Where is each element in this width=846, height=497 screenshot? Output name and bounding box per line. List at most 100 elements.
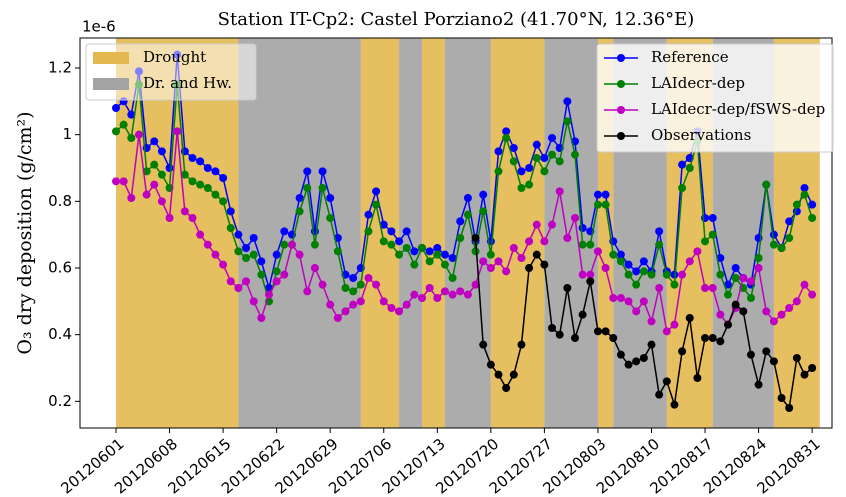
series-point	[540, 167, 549, 176]
span	[422, 38, 445, 428]
series-point	[540, 237, 549, 246]
series-point	[800, 190, 809, 199]
series-point	[769, 357, 778, 366]
series-point	[525, 237, 534, 246]
series-point	[242, 244, 251, 252]
series-point	[402, 300, 411, 309]
series-point	[777, 394, 786, 402]
series-point	[800, 370, 809, 379]
series-point	[762, 180, 771, 189]
series-point	[333, 247, 342, 256]
series-point	[494, 257, 503, 266]
series-point	[517, 254, 526, 262]
series-point	[479, 257, 488, 266]
series-point	[142, 190, 151, 199]
series-point	[341, 307, 350, 316]
series-point	[463, 210, 472, 219]
series-point	[318, 184, 327, 192]
series-point	[785, 234, 794, 242]
series-point	[372, 200, 381, 209]
series-point	[479, 190, 488, 199]
series-point	[280, 227, 289, 236]
series-point	[257, 314, 266, 322]
series-point	[593, 200, 602, 209]
series-point	[134, 130, 143, 139]
series-point	[800, 184, 809, 192]
series-point	[494, 147, 503, 156]
legend-swatch	[93, 78, 129, 90]
series-point	[249, 250, 258, 259]
chart-title: Station IT-Cp2: Castel Porziano2 (41.70°…	[218, 9, 695, 30]
series-point	[624, 260, 633, 269]
series-point	[601, 190, 610, 199]
series-point	[387, 304, 396, 312]
series-point	[395, 237, 404, 246]
series-point	[632, 307, 641, 316]
series-point	[287, 240, 296, 249]
series-point	[471, 234, 480, 242]
series-point	[655, 227, 664, 236]
y-tick-label: 0.8	[48, 192, 72, 210]
series-point	[219, 260, 228, 269]
series-point	[746, 294, 755, 302]
series-point	[150, 137, 159, 146]
series-point	[502, 384, 511, 392]
series-point	[609, 334, 618, 342]
series-point	[708, 284, 717, 292]
series-point	[509, 244, 518, 252]
series-point	[678, 347, 687, 356]
series-point	[379, 237, 388, 246]
series-point	[762, 307, 771, 316]
series-point	[639, 257, 648, 266]
series-point	[769, 230, 778, 239]
series-point	[203, 184, 212, 192]
series-point	[785, 217, 794, 226]
series-point	[670, 270, 679, 279]
series-point	[739, 274, 748, 282]
series-point	[593, 327, 602, 336]
series-point	[785, 404, 794, 412]
series-point	[693, 374, 702, 382]
y-tick-label: 1.2	[48, 59, 72, 77]
series-point	[762, 347, 771, 356]
series-point	[548, 220, 557, 229]
span	[444, 38, 491, 428]
series-point	[563, 97, 572, 106]
legend-marker	[617, 80, 625, 88]
series-point	[517, 167, 526, 176]
series-point	[112, 127, 120, 136]
series-point	[754, 380, 763, 389]
series-point	[769, 240, 778, 249]
series-point	[685, 314, 694, 322]
series-point	[716, 310, 725, 319]
series-point	[112, 177, 120, 186]
series-point	[662, 327, 671, 336]
series-point	[670, 320, 679, 329]
series-point	[517, 340, 526, 349]
series-point	[303, 184, 312, 192]
series-point	[479, 207, 488, 216]
series-point	[785, 304, 794, 312]
legend-marker	[617, 106, 625, 114]
series-point	[601, 200, 610, 209]
series-point	[808, 364, 817, 372]
series-point	[157, 197, 166, 206]
series-point	[165, 164, 174, 172]
series-point	[395, 307, 404, 316]
series-point	[425, 247, 434, 256]
series-point	[486, 250, 495, 259]
series-point	[226, 207, 235, 216]
series-point	[494, 370, 503, 379]
series-point	[502, 267, 511, 276]
series-point	[509, 370, 518, 379]
series-point	[555, 187, 564, 196]
series-point	[486, 264, 495, 272]
series-point	[486, 360, 495, 369]
series-point	[540, 260, 549, 269]
series-point	[395, 250, 404, 259]
series-point	[410, 247, 419, 256]
series-point	[280, 270, 289, 279]
series-point	[624, 270, 633, 279]
series-point	[180, 207, 189, 216]
series-point	[196, 180, 205, 189]
